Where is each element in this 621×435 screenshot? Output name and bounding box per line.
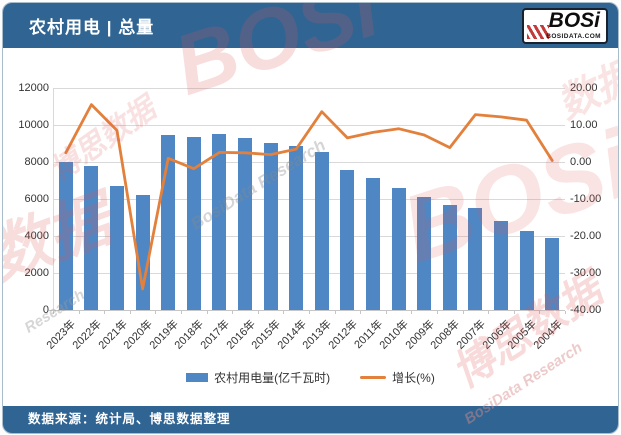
x-axis-tick xyxy=(53,311,54,314)
gridline xyxy=(53,88,565,89)
bar xyxy=(442,204,457,310)
right-axis-tick-label: 10.00 xyxy=(570,119,598,131)
x-axis-tick xyxy=(360,311,362,314)
bar xyxy=(161,135,176,310)
x-axis-tick xyxy=(206,311,208,314)
x-axis-tick xyxy=(104,311,106,314)
x-axis-tick xyxy=(385,311,387,314)
bar-swatch-icon xyxy=(186,373,209,382)
logo-site-text: BOSIDATA.COM xyxy=(546,32,601,40)
x-axis-tick xyxy=(462,311,464,314)
bar xyxy=(391,187,406,310)
bar xyxy=(238,138,252,310)
gridline xyxy=(53,125,565,126)
page-title: 农村用电 | 总量 xyxy=(29,18,155,37)
bar xyxy=(545,238,560,310)
bar xyxy=(314,152,329,310)
gridline xyxy=(53,273,565,274)
legend-label-line: 增长(%) xyxy=(392,371,435,385)
left-axis-tick-label: 12000 xyxy=(18,82,49,94)
legend-label-bar: 农村用电量(亿千瓦时) xyxy=(214,371,331,385)
x-axis-tick xyxy=(437,311,438,314)
x-axis-tick xyxy=(334,311,336,314)
bar xyxy=(212,134,227,310)
left-axis-tick-label: 4000 xyxy=(24,230,49,242)
left-axis-tick-label: 8000 xyxy=(24,156,49,168)
x-axis-tick xyxy=(411,311,413,314)
right-axis-tick-label: 0.00 xyxy=(570,156,592,168)
x-axis-tick xyxy=(309,311,310,314)
bar xyxy=(494,220,508,310)
x-axis-tick xyxy=(488,311,490,314)
bar xyxy=(417,197,432,310)
bar xyxy=(340,170,355,310)
bar xyxy=(110,186,124,310)
left-axis-tick-label: 10000 xyxy=(18,119,49,131)
left-axis-tick-label: 0 xyxy=(42,304,49,316)
x-axis-tick xyxy=(181,311,182,314)
left-axis-tick-label: 2000 xyxy=(24,267,49,279)
x-axis-tick xyxy=(232,311,234,314)
bar xyxy=(58,162,73,310)
x-axis-tick xyxy=(129,311,131,314)
x-axis-line xyxy=(49,310,565,311)
x-axis-tick xyxy=(257,311,259,314)
y-axis-line xyxy=(53,88,54,310)
right-axis-tick-label: -40.00 xyxy=(570,304,602,316)
line-swatch-icon xyxy=(360,376,387,379)
right-axis-tick-label: -10.00 xyxy=(570,193,602,205)
header-bar: 农村用电 | 总量 BOSi BOSIDATA.COM xyxy=(3,3,618,48)
logo-stripes-icon xyxy=(527,24,549,39)
chart-legend: 农村用电量(亿千瓦时) 增长(%) xyxy=(3,369,618,386)
gridline xyxy=(53,236,565,237)
right-axis-tick-label: -30.00 xyxy=(570,267,602,279)
bar xyxy=(468,208,483,310)
right-axis-tick-label: 20.00 xyxy=(570,82,598,94)
data-source-text: 数据来源：统计局、博思数据整理 xyxy=(28,412,231,426)
x-axis-tick xyxy=(565,311,566,314)
x-axis-tick xyxy=(539,311,541,314)
bar xyxy=(366,177,380,310)
x-axis-tick xyxy=(513,311,515,314)
bar xyxy=(289,146,304,310)
logo-brand-text: BOSi xyxy=(548,8,600,32)
bar xyxy=(186,136,201,310)
right-axis-tick-label: -20.00 xyxy=(570,230,602,242)
legend-item-bar-series: 农村用电量(亿千瓦时) xyxy=(186,369,330,386)
legend-item-line-series: 增长(%) xyxy=(360,369,435,386)
gridline xyxy=(53,162,565,163)
bar xyxy=(84,165,99,310)
x-axis-tick xyxy=(78,311,80,314)
bar xyxy=(263,142,278,310)
footer-bar: 数据来源：统计局、博思数据整理 xyxy=(3,406,618,433)
x-axis-tick xyxy=(283,311,285,314)
left-axis-tick-label: 6000 xyxy=(24,193,49,205)
gridline xyxy=(53,199,565,200)
bar xyxy=(519,230,534,310)
x-axis-tick xyxy=(155,311,157,314)
bosi-logo: BOSi BOSIDATA.COM xyxy=(522,7,608,44)
bar xyxy=(135,195,150,310)
